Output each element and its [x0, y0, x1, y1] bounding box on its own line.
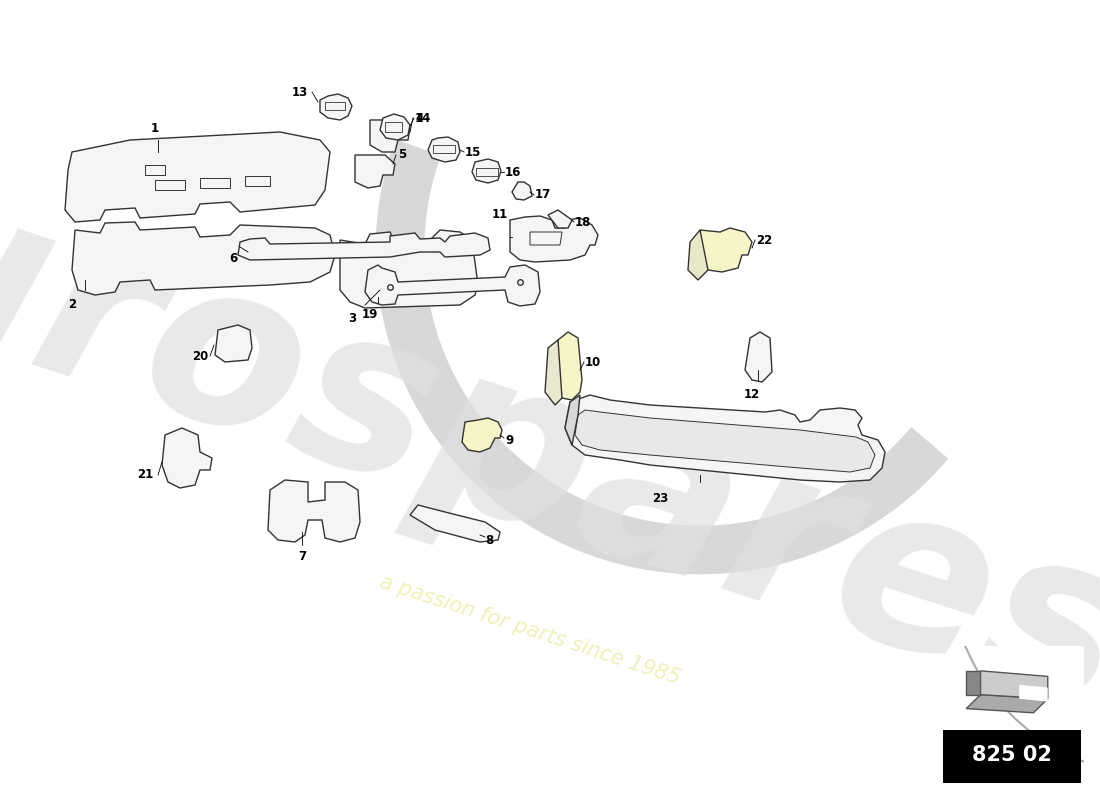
Text: 9: 9 [505, 434, 514, 446]
Text: 10: 10 [585, 355, 602, 369]
Text: 14: 14 [415, 111, 431, 125]
Text: 1: 1 [151, 122, 160, 135]
Text: 22: 22 [756, 234, 772, 246]
Polygon shape [565, 395, 580, 445]
Text: 7: 7 [298, 550, 306, 563]
Text: 20: 20 [191, 350, 208, 362]
Polygon shape [320, 94, 352, 120]
Polygon shape [355, 155, 395, 188]
FancyBboxPatch shape [940, 0, 1100, 786]
Polygon shape [512, 182, 532, 200]
Text: 11: 11 [492, 209, 508, 222]
Polygon shape [162, 428, 212, 488]
Polygon shape [65, 132, 330, 222]
Text: 4: 4 [415, 111, 424, 125]
Polygon shape [745, 332, 772, 382]
Polygon shape [462, 418, 502, 452]
Text: 16: 16 [505, 166, 521, 178]
Polygon shape [575, 410, 875, 472]
Polygon shape [410, 505, 500, 542]
Bar [944, 730, 1080, 782]
Text: 5: 5 [398, 149, 406, 162]
Polygon shape [966, 694, 1047, 713]
Text: 13: 13 [292, 86, 308, 98]
Polygon shape [268, 480, 360, 542]
Text: 21: 21 [136, 469, 153, 482]
Polygon shape [556, 332, 582, 400]
Polygon shape [966, 670, 980, 694]
Text: 15: 15 [465, 146, 482, 158]
Text: 8: 8 [485, 534, 493, 546]
Text: 17: 17 [535, 189, 551, 202]
Text: eurospares: eurospares [0, 101, 1100, 759]
Polygon shape [370, 120, 410, 152]
Text: 19: 19 [362, 308, 378, 321]
Polygon shape [379, 114, 410, 140]
Polygon shape [72, 222, 336, 295]
Polygon shape [428, 137, 460, 162]
Text: 3: 3 [348, 312, 356, 325]
Polygon shape [544, 340, 562, 405]
Polygon shape [688, 230, 708, 280]
Text: a passion for parts since 1985: a passion for parts since 1985 [377, 572, 683, 688]
Text: 12: 12 [744, 388, 760, 401]
Polygon shape [238, 233, 490, 260]
Polygon shape [698, 228, 752, 272]
Polygon shape [980, 670, 1047, 699]
Text: 23: 23 [652, 492, 668, 505]
Text: 825 02: 825 02 [972, 745, 1052, 765]
Text: 6: 6 [230, 251, 238, 265]
Polygon shape [565, 395, 886, 482]
Polygon shape [472, 159, 500, 183]
Polygon shape [340, 230, 478, 308]
Polygon shape [365, 265, 540, 306]
Polygon shape [214, 325, 252, 362]
Polygon shape [548, 210, 572, 228]
Polygon shape [510, 216, 598, 262]
Text: 18: 18 [575, 215, 592, 229]
Polygon shape [1019, 685, 1047, 702]
Text: 2: 2 [68, 298, 76, 311]
